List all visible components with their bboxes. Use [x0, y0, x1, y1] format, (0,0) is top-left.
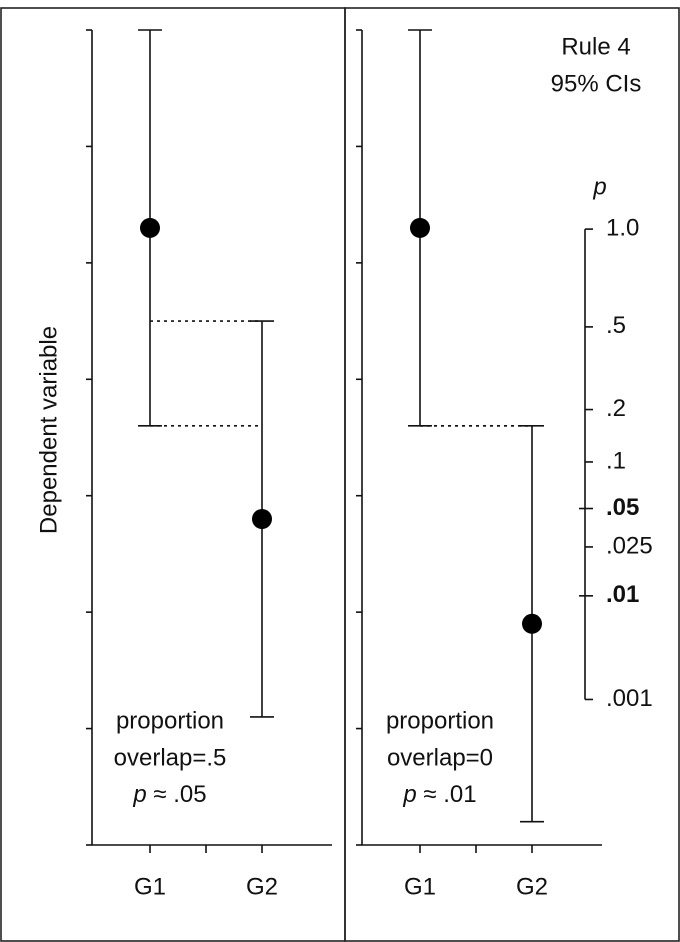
- x-tick-label: G1: [134, 873, 166, 900]
- right-frame: [344, 7, 680, 942]
- p-scale-label: .5: [606, 312, 626, 339]
- p-scale-label: .2: [606, 395, 626, 422]
- annotation-part: ≈ .05: [147, 781, 207, 808]
- annotation: overlap=0: [387, 744, 493, 771]
- annotation: p ≈ .05: [132, 781, 206, 808]
- annotation: proportion: [116, 707, 224, 734]
- annotation: proportion: [386, 707, 494, 734]
- x-tick-label: G1: [404, 873, 436, 900]
- mean-dot: [140, 217, 160, 238]
- annotation: p ≈ .01: [402, 781, 476, 808]
- p-scale-label: .025: [606, 532, 653, 559]
- p-scale-label: .001: [606, 685, 653, 712]
- p-scale-title: p: [592, 173, 606, 200]
- x-tick-label: G2: [516, 873, 548, 900]
- mean-dot: [252, 509, 272, 529]
- p-scale-label: 1.0: [606, 214, 639, 241]
- chart-title: Rule 4: [561, 33, 630, 60]
- mean-dot: [522, 613, 542, 634]
- x-tick-label: G2: [246, 873, 278, 900]
- p-scale-label: .01: [606, 581, 639, 608]
- p-scale-label: .05: [606, 494, 639, 521]
- annotation: overlap=.5: [114, 744, 227, 771]
- chart-title: 95% CIs: [551, 70, 642, 97]
- p-scale-label: .1: [606, 447, 626, 474]
- mean-dot: [410, 217, 430, 238]
- annotation-part: p: [132, 781, 146, 808]
- annotation-part: ≈ .01: [417, 781, 477, 808]
- annotation-part: p: [402, 781, 416, 808]
- y-axis-label: Dependent variable: [35, 326, 62, 534]
